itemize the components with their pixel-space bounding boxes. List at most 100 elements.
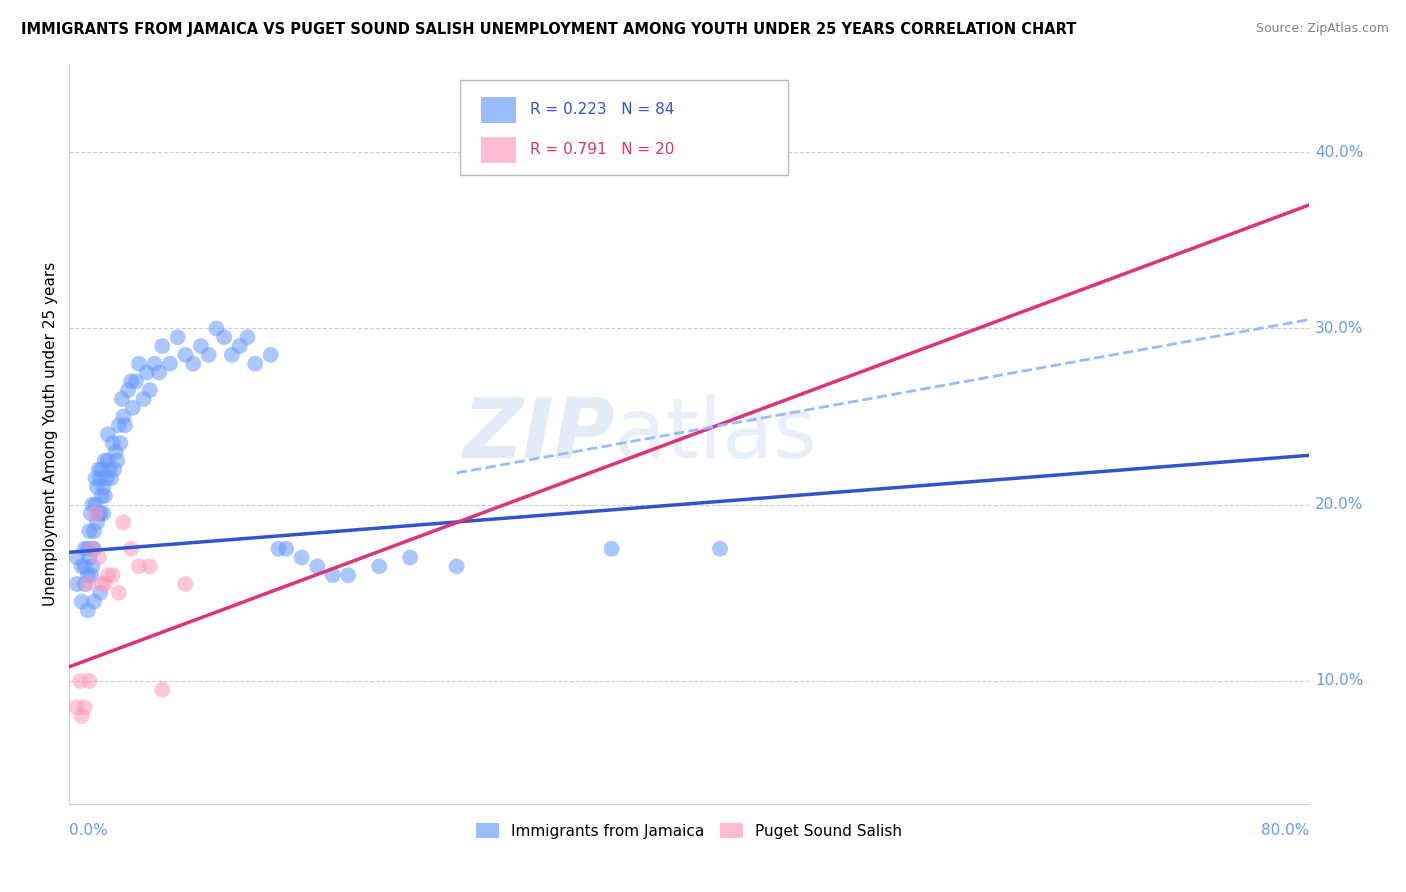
Point [243, 357, 266, 371]
Point [139, 559, 162, 574]
Point [90, 489, 112, 503]
Point [103, 462, 125, 476]
Point [90, 462, 112, 476]
Point [174, 577, 197, 591]
Point [291, 550, 314, 565]
Point [181, 357, 204, 371]
Point [73, 541, 96, 556]
Point [368, 559, 391, 574]
Point [600, 541, 623, 556]
Point [101, 436, 124, 450]
Text: ZIP: ZIP [463, 393, 614, 475]
Point [236, 330, 259, 344]
Point [90, 577, 112, 591]
Point [87, 550, 110, 565]
Point [94, 453, 117, 467]
Point [112, 409, 135, 424]
FancyBboxPatch shape [481, 97, 516, 122]
Text: R = 0.791   N = 20: R = 0.791 N = 20 [530, 143, 675, 157]
Point [98, 462, 121, 476]
Point [166, 330, 188, 344]
Point [87, 507, 110, 521]
Point [267, 541, 290, 556]
Point [82, 559, 104, 574]
Point [76, 568, 98, 582]
Point [94, 489, 117, 503]
Point [97, 427, 120, 442]
Point [84, 498, 107, 512]
Point [79, 550, 101, 565]
Text: 30.0%: 30.0% [1315, 321, 1364, 336]
Point [159, 357, 181, 371]
Point [228, 339, 250, 353]
Text: R = 0.223   N = 84: R = 0.223 N = 84 [530, 103, 675, 118]
Text: Source: ZipAtlas.com: Source: ZipAtlas.com [1256, 22, 1389, 36]
Point [117, 383, 139, 397]
Point [174, 348, 197, 362]
Point [73, 577, 96, 591]
Point [260, 348, 283, 362]
FancyBboxPatch shape [460, 80, 789, 175]
Point [80, 507, 103, 521]
Point [70, 594, 93, 608]
Text: 20.0%: 20.0% [1315, 497, 1364, 512]
Point [80, 568, 103, 582]
Point [96, 471, 118, 485]
Point [135, 366, 157, 380]
Point [709, 541, 731, 556]
Point [276, 541, 298, 556]
Point [197, 348, 219, 362]
FancyBboxPatch shape [481, 137, 516, 162]
Point [104, 445, 127, 459]
Point [79, 673, 101, 688]
Point [101, 568, 124, 582]
Point [221, 348, 243, 362]
Point [132, 392, 155, 406]
Point [150, 339, 173, 353]
Y-axis label: Unemployment Among Youth under 25 years: Unemployment Among Youth under 25 years [44, 262, 58, 607]
Point [148, 366, 170, 380]
Text: 10.0%: 10.0% [1315, 673, 1364, 689]
Point [82, 541, 104, 556]
Point [83, 524, 105, 538]
Point [73, 559, 96, 574]
Point [66, 700, 89, 714]
Point [150, 682, 173, 697]
Point [66, 550, 89, 565]
Point [128, 357, 150, 371]
Point [97, 453, 120, 467]
Point [108, 586, 131, 600]
Point [205, 321, 228, 335]
Point [66, 577, 89, 591]
Point [83, 541, 105, 556]
Text: atlas: atlas [614, 393, 817, 475]
Point [143, 357, 166, 371]
Point [76, 541, 98, 556]
Point [105, 453, 128, 467]
Point [337, 568, 360, 582]
Point [120, 541, 142, 556]
Point [139, 383, 162, 397]
Text: 80.0%: 80.0% [1261, 822, 1309, 838]
Point [190, 339, 212, 353]
Point [82, 498, 104, 512]
Point [89, 507, 111, 521]
Point [125, 374, 148, 388]
Point [97, 568, 120, 582]
Point [94, 577, 117, 591]
Point [212, 330, 235, 344]
Point [112, 516, 135, 530]
Point [91, 507, 114, 521]
Point [307, 559, 329, 574]
Point [76, 577, 98, 591]
Point [82, 541, 104, 556]
Text: 0.0%: 0.0% [69, 822, 108, 838]
Point [446, 559, 468, 574]
Point [84, 507, 107, 521]
Point [91, 480, 114, 494]
Point [84, 471, 107, 485]
Point [114, 418, 136, 433]
Point [70, 559, 93, 574]
Point [322, 568, 344, 582]
Text: 40.0%: 40.0% [1315, 145, 1364, 160]
